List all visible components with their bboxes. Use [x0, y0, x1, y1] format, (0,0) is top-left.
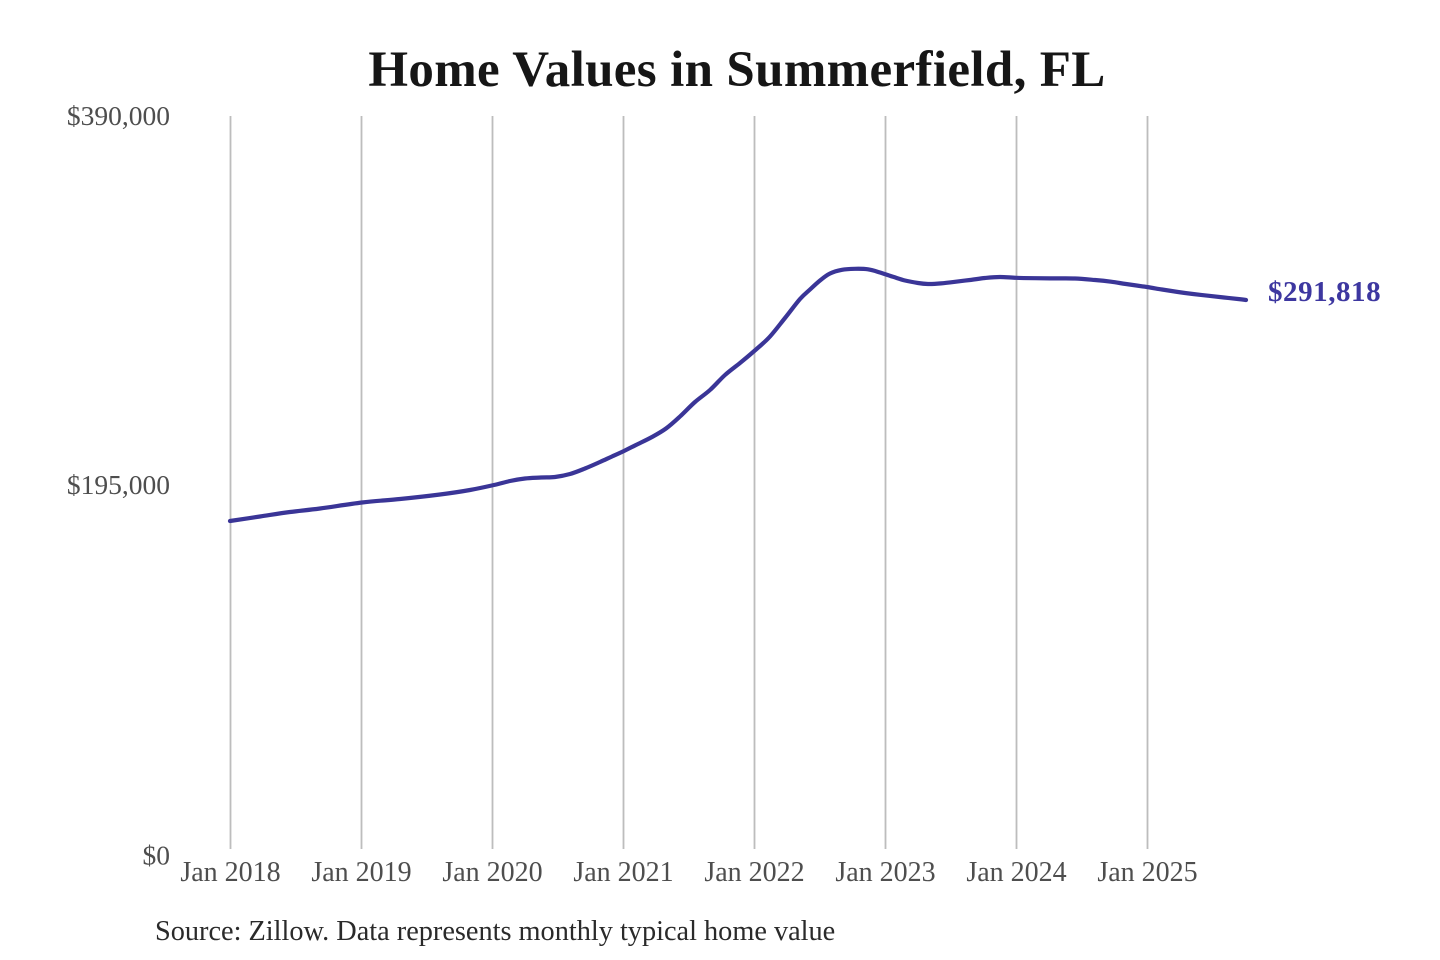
svg-text:Source: Zillow. Data represent: Source: Zillow. Data represents monthly …	[155, 916, 835, 947]
svg-text:$390,000: $390,000	[67, 100, 170, 131]
svg-text:$195,000: $195,000	[67, 469, 170, 500]
svg-text:$291,818: $291,818	[1268, 276, 1381, 308]
svg-text:Jan 2023: Jan 2023	[835, 857, 935, 888]
svg-text:Home Values in Summerfield, FL: Home Values in Summerfield, FL	[368, 42, 1105, 98]
svg-text:Jan 2022: Jan 2022	[704, 857, 804, 888]
svg-text:Jan 2019: Jan 2019	[311, 857, 411, 888]
svg-text:Jan 2021: Jan 2021	[573, 857, 673, 888]
svg-text:$0: $0	[143, 840, 171, 871]
svg-text:Jan 2020: Jan 2020	[442, 857, 542, 888]
svg-text:Jan 2025: Jan 2025	[1097, 857, 1197, 888]
svg-text:Jan 2018: Jan 2018	[180, 857, 280, 888]
svg-text:Jan 2024: Jan 2024	[966, 857, 1066, 888]
